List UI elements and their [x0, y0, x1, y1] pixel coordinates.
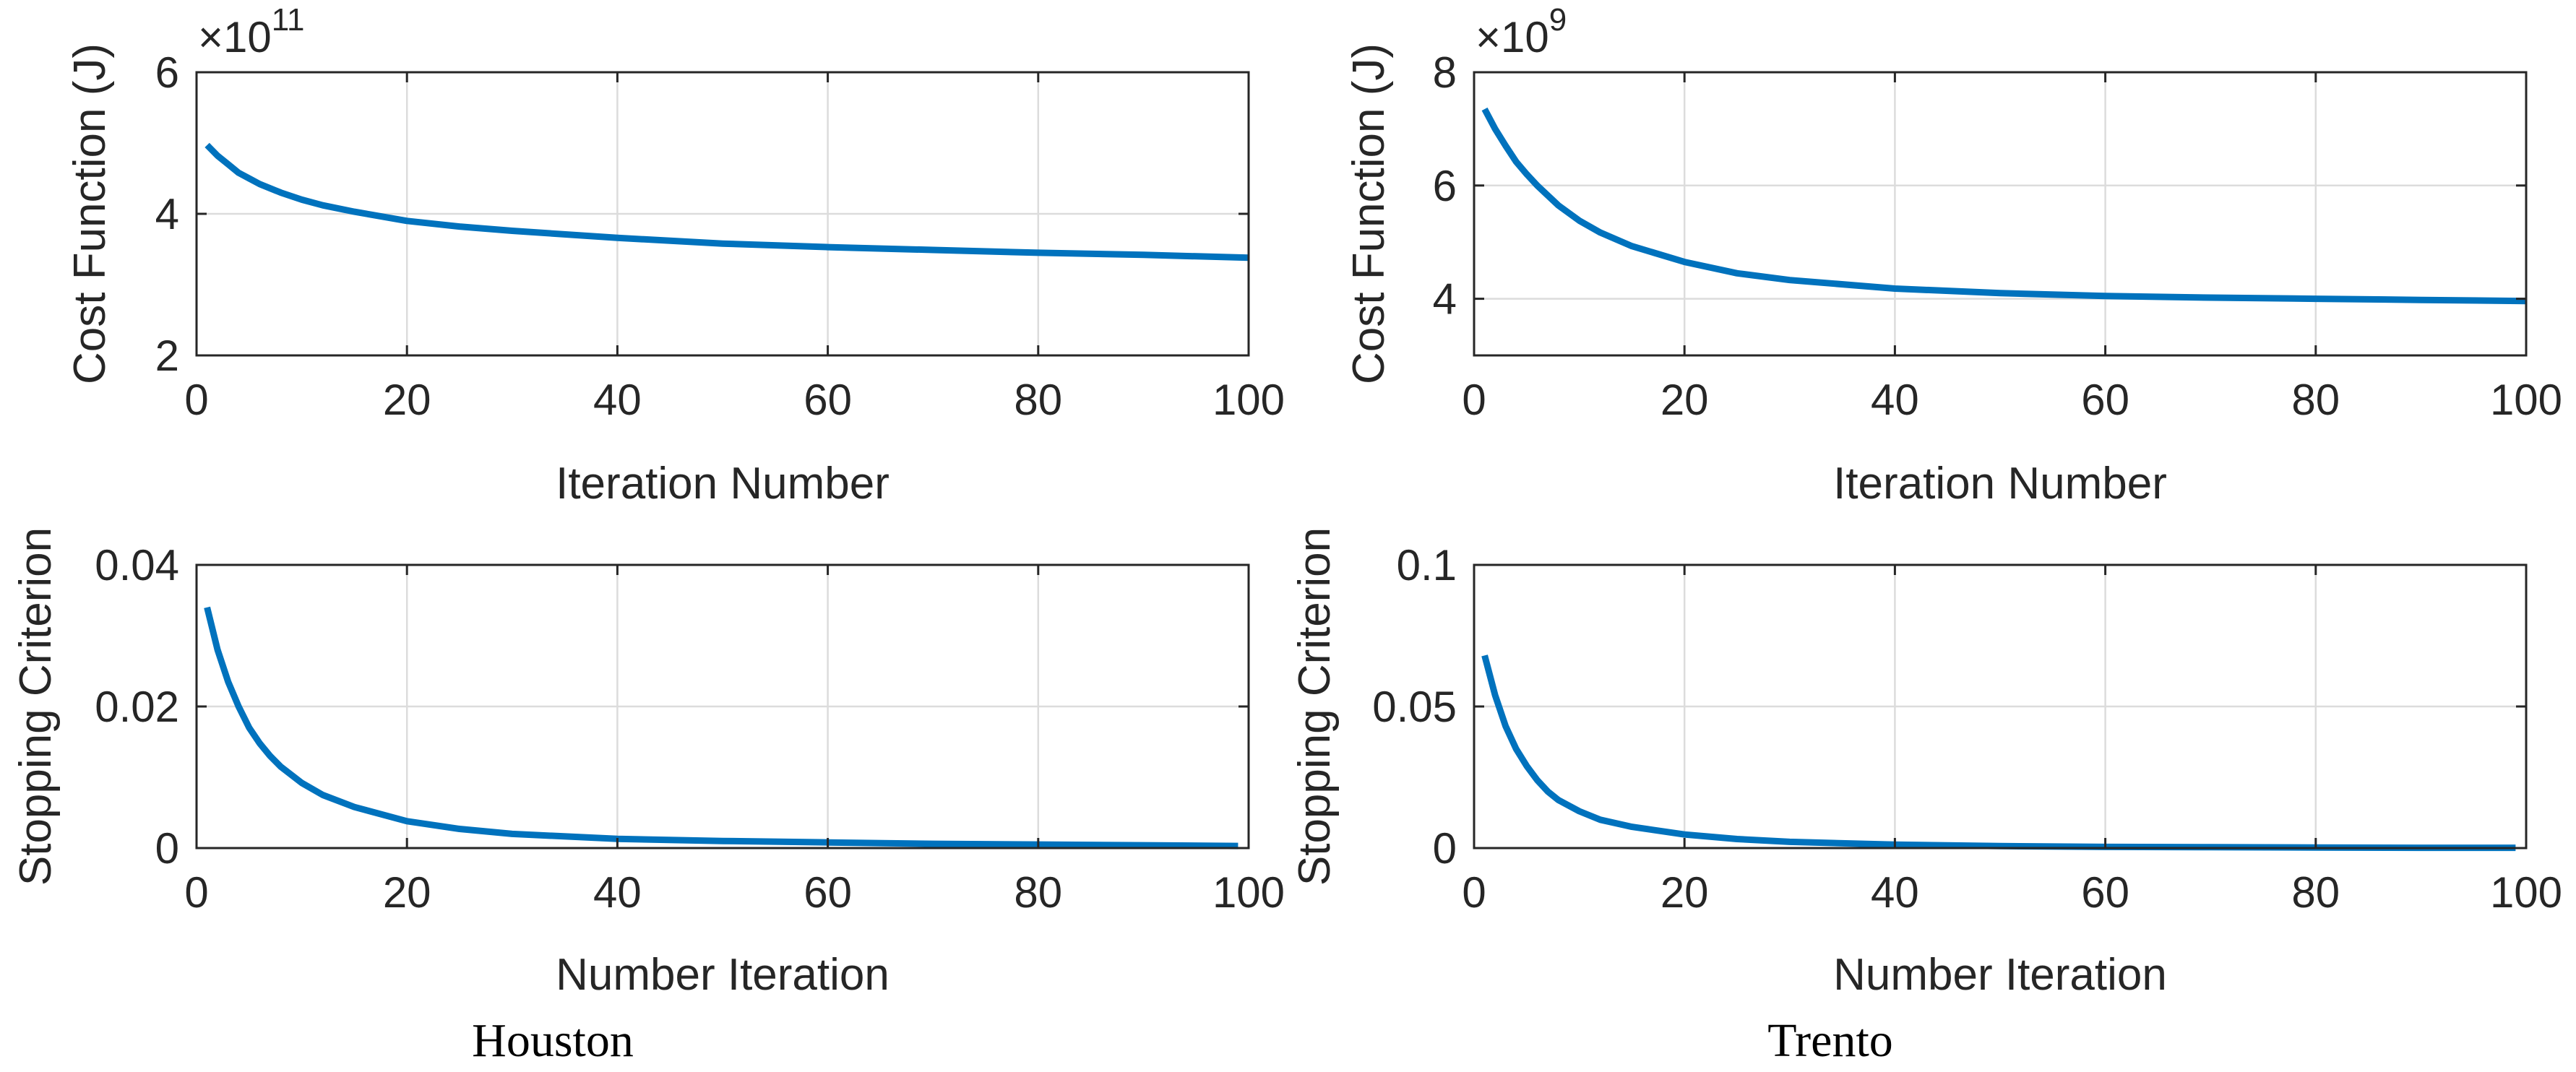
x-tick-label: 0: [1462, 376, 1486, 424]
y-tick-label: 0: [1433, 824, 1457, 873]
y-axis-label: Cost Function (J): [65, 43, 115, 384]
x-tick-label: 20: [383, 376, 431, 424]
houston-stopping-panel: 0 20 40 60 80 100 0 0.02 0.04 Number Iteration Sto…: [11, 527, 1285, 1067]
axis-exponent: ×109: [1476, 2, 1567, 61]
x-tick-label: 80: [1014, 868, 1062, 917]
y-tick-label: 0.02: [95, 683, 179, 731]
x-tick-label: 0: [184, 868, 208, 917]
x-tick-label: 100: [1212, 868, 1285, 917]
axis-exponent-base: ×10: [198, 13, 272, 61]
x-tick-label: 40: [1871, 868, 1919, 917]
figure-caption: Houston: [472, 1014, 634, 1067]
series-line: [204, 142, 1249, 261]
axis-exponent: ×1011: [198, 2, 304, 61]
axes-box: [1473, 71, 2528, 357]
series-line: [1481, 107, 2527, 305]
x-tick-label: 0: [1462, 868, 1486, 917]
x-axis-label: Number Iteration: [556, 950, 889, 1000]
y-tick-label: 8: [1433, 48, 1457, 97]
y-axis-label: Stopping Criterion: [1290, 527, 1340, 886]
x-axis-label: Iteration Number: [556, 459, 889, 509]
x-tick-label: 80: [1014, 376, 1062, 424]
y-tick-label: 6: [155, 48, 179, 97]
series-line: [204, 606, 1239, 850]
y-tick-label: 4: [1433, 275, 1457, 324]
y-tick-label: 0.05: [1372, 683, 1457, 731]
x-tick-label: 60: [804, 376, 852, 424]
y-tick-label: 6: [1433, 162, 1457, 210]
x-tick-label: 0: [184, 376, 208, 424]
x-tick-label: 100: [2490, 868, 2562, 917]
x-tick-label: 60: [2081, 376, 2129, 424]
trento-stopping-panel: 0 20 40 60 80 100 0 0.05 0.1 Number Iteration Stop…: [1290, 527, 2562, 1067]
x-tick-label: 100: [2490, 376, 2562, 424]
y-tick-label: 0.1: [1397, 541, 1457, 589]
x-axis-label: Number Iteration: [1833, 950, 2167, 1000]
axis-exponent-base: ×10: [1476, 13, 1549, 61]
y-tick-label: 0.04: [95, 541, 179, 589]
y-axis-label: Cost Function (J): [1344, 43, 1394, 384]
x-axis-label: Iteration Number: [1833, 459, 2167, 509]
trento-cost-panel: 0 20 40 60 80 100 4 6 8 ×109 Iteration Number Cost …: [1344, 2, 2562, 509]
x-tick-label: 20: [1660, 868, 1709, 917]
y-tick-label: 4: [155, 190, 179, 238]
axis-exponent-power: 9: [1549, 2, 1567, 38]
x-tick-label: 60: [804, 868, 852, 917]
houston-cost-panel: 0 20 40 60 80 100 2 4 6 ×1011 Iteration Number Cost…: [65, 2, 1285, 509]
x-tick-label: 20: [1660, 376, 1709, 424]
x-tick-label: 40: [593, 376, 642, 424]
y-tick-label: 2: [155, 332, 179, 380]
y-tick-label: 0: [155, 824, 179, 873]
x-tick-label: 80: [2291, 868, 2340, 917]
x-tick-label: 20: [383, 868, 431, 917]
x-tick-label: 40: [593, 868, 642, 917]
axis-exponent-power: 11: [272, 2, 305, 38]
x-tick-label: 80: [2291, 376, 2340, 424]
y-axis-label: Stopping Criterion: [11, 527, 61, 886]
x-tick-label: 60: [2081, 868, 2129, 917]
x-tick-label: 100: [1212, 376, 1285, 424]
x-tick-label: 40: [1871, 376, 1919, 424]
figure-caption: Trento: [1767, 1014, 1893, 1067]
